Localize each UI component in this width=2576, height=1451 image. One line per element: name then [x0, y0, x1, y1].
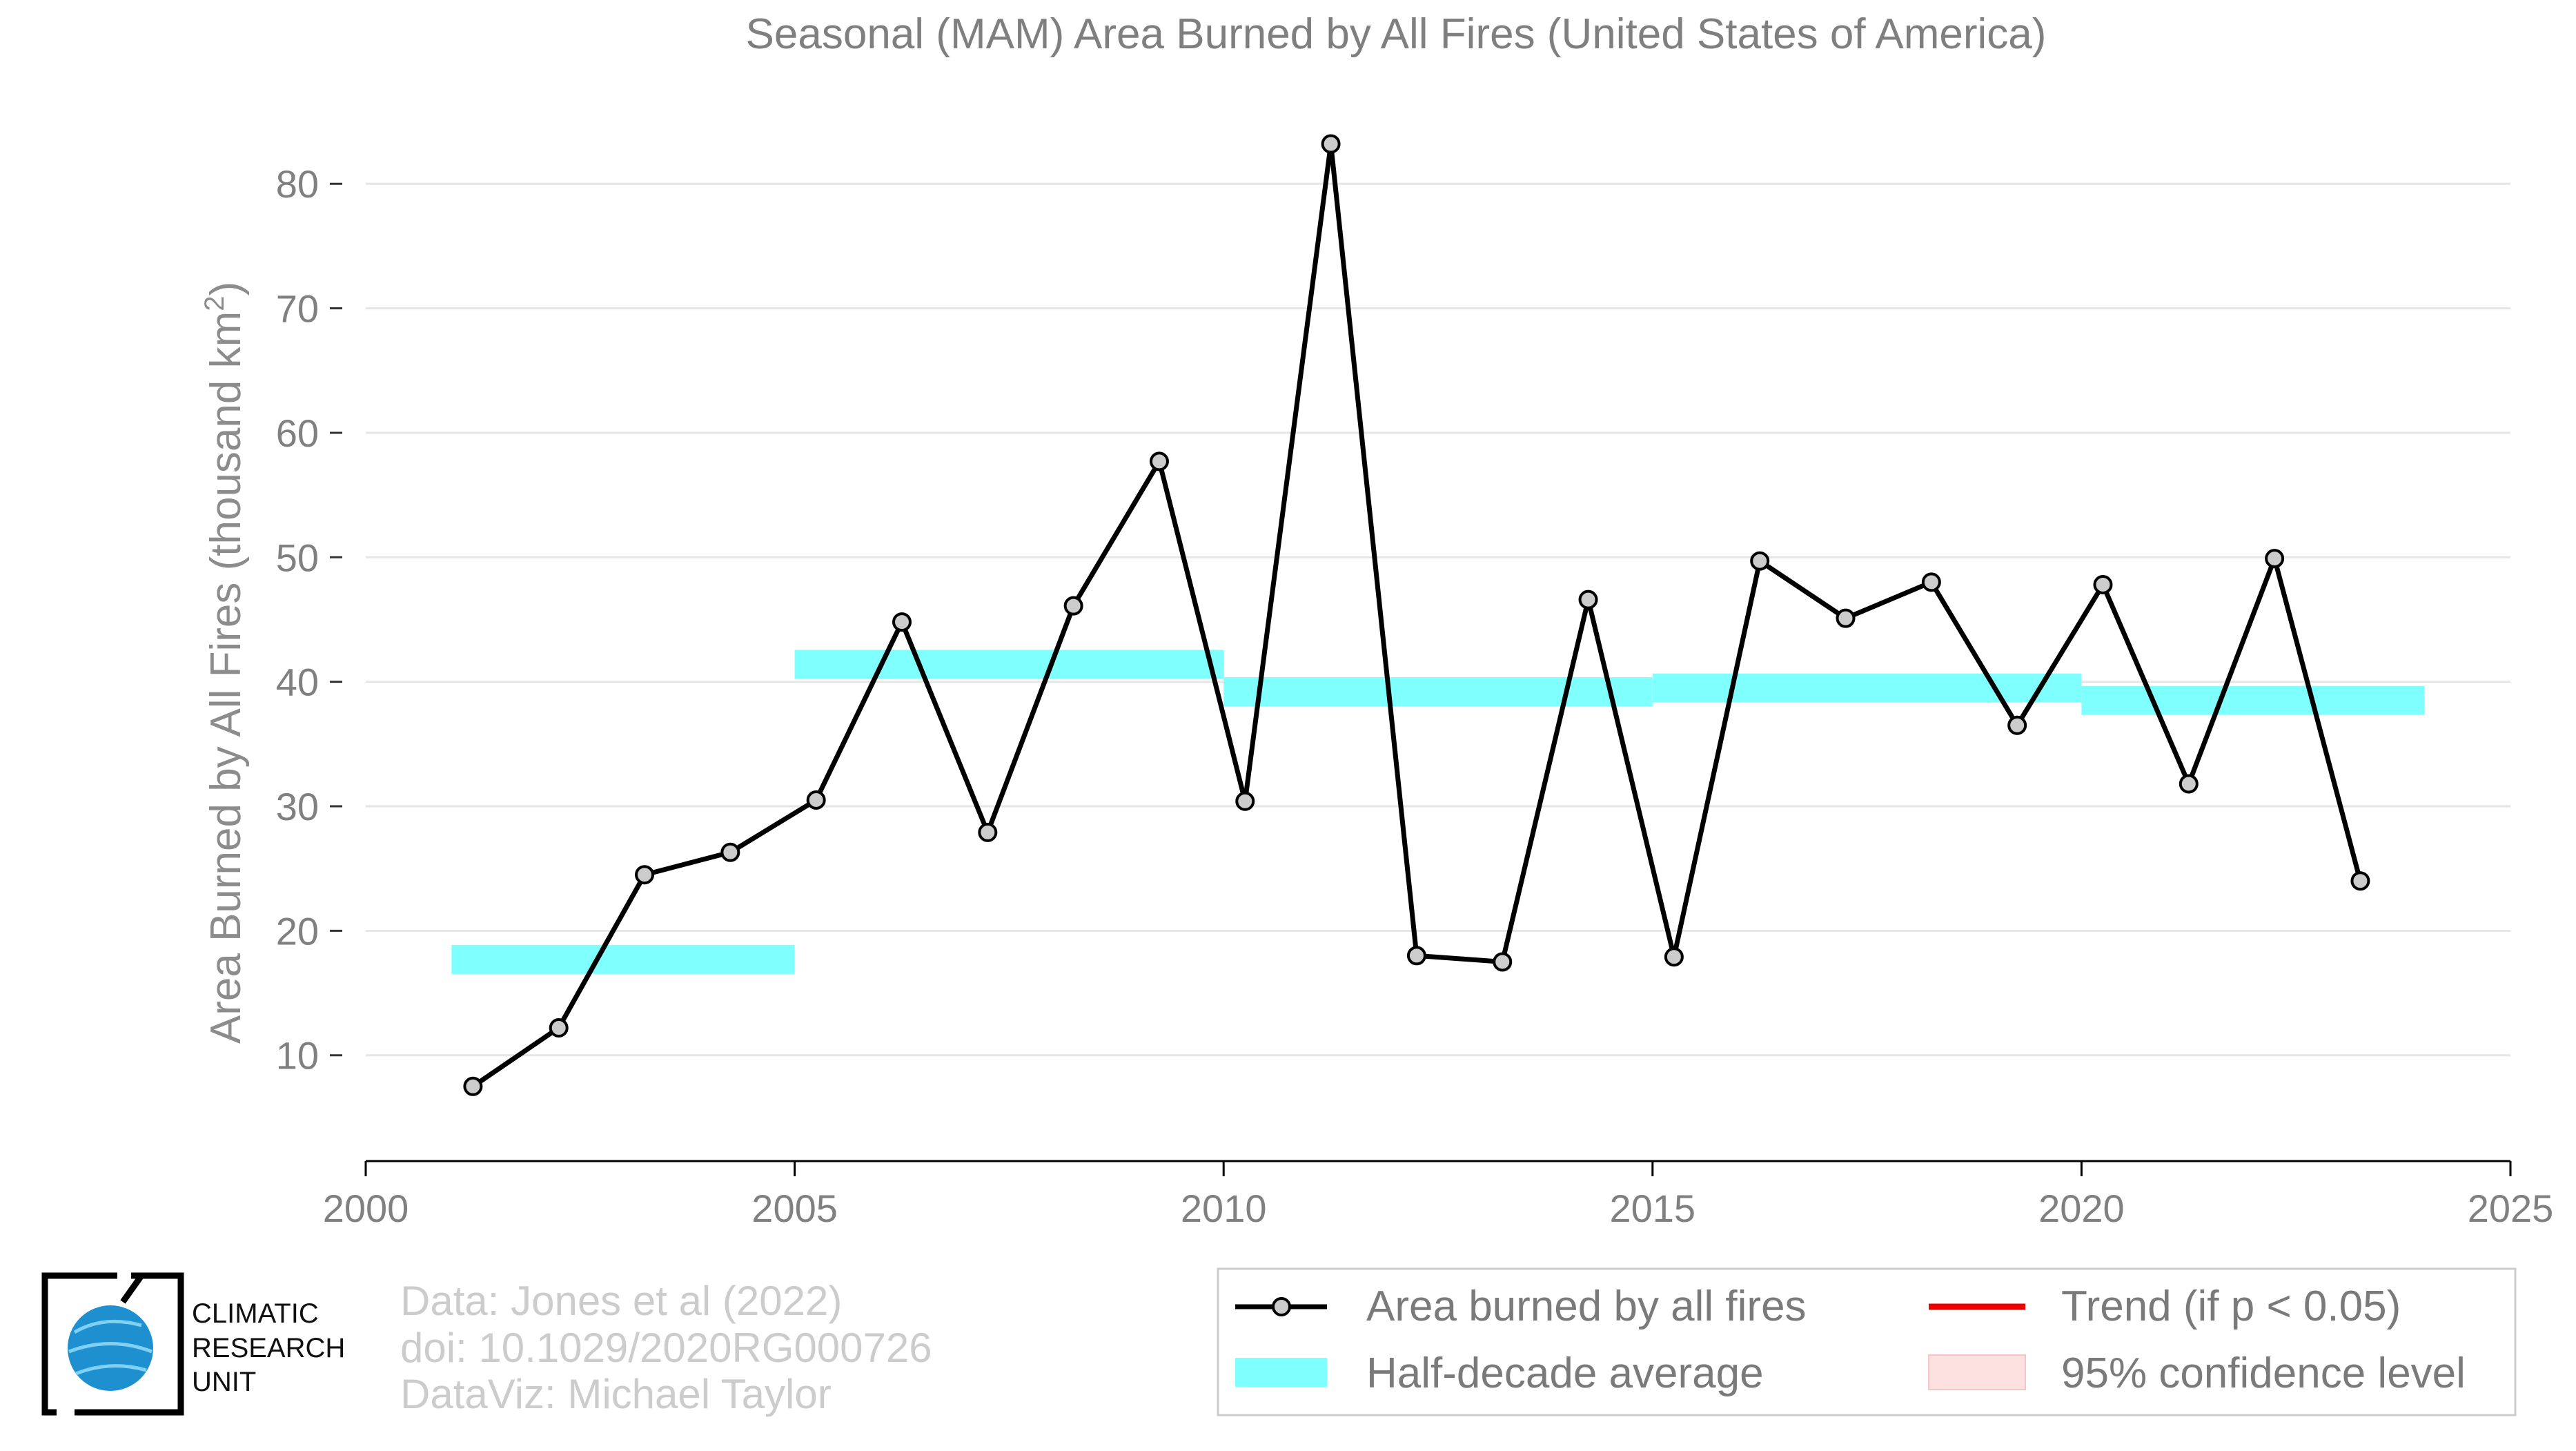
- y-tick-label: 20: [276, 909, 319, 953]
- logo-line-3: UNIT: [192, 1367, 256, 1397]
- data-point: [720, 842, 740, 862]
- data-point: [1493, 952, 1513, 972]
- data-point: [1406, 946, 1426, 966]
- credit-data-source: Data: Jones et al (2022): [400, 1278, 842, 1324]
- data-point: [806, 790, 826, 810]
- x-tick-label: 2005: [751, 1187, 838, 1230]
- x-tick-label: 2015: [1610, 1187, 1696, 1230]
- data-point: [2265, 549, 2285, 569]
- legend-label-trend: Trend (if p < 0.05): [2061, 1283, 2401, 1330]
- logo-line-1: CLIMATIC: [192, 1298, 319, 1329]
- data-point: [1921, 572, 1941, 592]
- data-point: [635, 865, 655, 885]
- y-tick-label: 40: [276, 661, 319, 704]
- y-axis-title-superscript: 2: [199, 296, 230, 311]
- logo-bracket-right: [75, 1272, 184, 1416]
- legend-swatch-band: [1235, 1358, 1327, 1387]
- legend-label-confidence: 95% confidence level: [2061, 1350, 2466, 1397]
- y-axis-title-close: ): [202, 282, 250, 296]
- logo-line-2: RESEARCH: [192, 1333, 345, 1363]
- credit-doi: doi: 10.1029/2020RG000726: [400, 1325, 932, 1371]
- x-tick-label: 2000: [323, 1187, 409, 1230]
- x-tick-label: 2020: [2038, 1187, 2125, 1230]
- y-tick-label: 80: [276, 162, 319, 206]
- data-point: [1149, 451, 1169, 471]
- data-point: [2179, 774, 2199, 794]
- cru-logo: CLIMATIC RESEARCH UNIT: [41, 1272, 345, 1416]
- gridlines: [330, 182, 2510, 1057]
- data-point: [549, 1018, 569, 1038]
- y-tick-label: 60: [276, 411, 319, 455]
- data-point: [2093, 574, 2113, 594]
- y-tick-label: 30: [276, 785, 319, 828]
- legend-swatch-confidence: [1928, 1354, 2026, 1390]
- data-point: [2007, 715, 2027, 735]
- chart-title: Seasonal (MAM) Area Burned by All Fires …: [746, 10, 2047, 58]
- y-tick-label: 50: [276, 536, 319, 579]
- half-decade-band: [794, 650, 1224, 679]
- data-point: [463, 1076, 483, 1096]
- data-point: [892, 612, 912, 632]
- globe-swirl-icon: [68, 1319, 153, 1376]
- legend-label-area-burned: Area burned by all fires: [1366, 1283, 1807, 1330]
- data-point: [2350, 871, 2370, 891]
- data-point: [1750, 551, 1770, 571]
- y-tick-labels: 10 20 30 40 50 60 70 80: [276, 162, 319, 1077]
- data-point: [1321, 134, 1341, 154]
- logo-slash: [120, 1274, 144, 1304]
- y-axis-title: Area Burned by All Fires (thousand km2): [199, 282, 250, 1044]
- x-tick-label: 2025: [2468, 1187, 2554, 1230]
- y-tick-label: 10: [276, 1034, 319, 1078]
- half-decade-band: [1223, 677, 1653, 707]
- x-tick-label: 2010: [1181, 1187, 1267, 1230]
- legend-swatch-marker: [1272, 1297, 1291, 1316]
- data-point: [978, 822, 998, 842]
- data-point: [1578, 590, 1598, 610]
- y-axis-title-text: Area Burned by All Fires (thousand km: [202, 311, 250, 1044]
- legend-box: [1217, 1267, 2517, 1416]
- area-burned-markers: [463, 134, 2370, 1096]
- data-point: [1836, 608, 1856, 628]
- data-point: [1235, 791, 1255, 811]
- x-ticks: 2000 2005 2010 2015 2020 2025: [323, 1161, 2554, 1230]
- half-decade-band: [451, 944, 795, 974]
- data-point: [1664, 947, 1684, 967]
- logo-bracket-left: [41, 1272, 117, 1416]
- half-decade-band: [2081, 685, 2425, 715]
- half-decade-average-bands: [451, 650, 2425, 974]
- legend: Area burned by all fires Half-decade ave…: [1217, 1267, 2517, 1416]
- half-decade-band: [1652, 673, 2082, 703]
- credit-dataviz: DataViz: Michael Taylor: [400, 1371, 832, 1417]
- legend-label-half-decade: Half-decade average: [1366, 1350, 1764, 1397]
- data-point: [1063, 596, 1083, 616]
- y-tick-label: 70: [276, 287, 319, 331]
